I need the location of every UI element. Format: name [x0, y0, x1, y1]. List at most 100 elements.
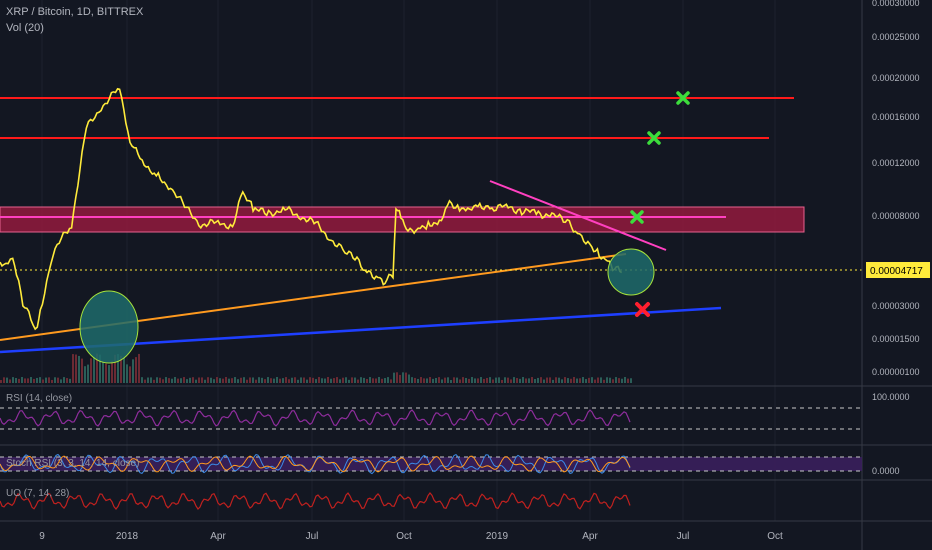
- stop-x-icon[interactable]: [635, 302, 650, 317]
- volume-bar: [612, 379, 614, 383]
- volume-bar: [477, 378, 479, 383]
- volume-bar: [147, 377, 149, 383]
- price-tick-label: 0.00008000: [872, 211, 920, 221]
- volume-bar: [417, 378, 419, 383]
- volume-bar: [429, 377, 431, 383]
- price-tick-label: 0.00025000: [872, 32, 920, 42]
- volume-bar: [516, 378, 518, 383]
- volume-bar: [324, 378, 326, 383]
- volume-bar: [501, 379, 503, 383]
- volume-bar: [48, 377, 50, 383]
- volume-bar: [624, 377, 626, 383]
- volume-bar: [66, 378, 68, 383]
- rsi-label: RSI (14, close): [6, 393, 73, 404]
- volume-bar: [240, 377, 242, 383]
- uo-line: [0, 492, 631, 510]
- volume-bar: [558, 377, 560, 383]
- volume-bar: [480, 377, 482, 383]
- volume-bar: [489, 377, 491, 383]
- volume-bar: [105, 363, 107, 383]
- volume-bar: [138, 353, 140, 383]
- volume-bar: [264, 379, 266, 383]
- volume-bar: [456, 377, 458, 383]
- volume-bar: [258, 377, 260, 383]
- volume-bar: [546, 377, 548, 383]
- price-tick-label: 0.00020000: [872, 73, 920, 83]
- volume-bar: [78, 355, 80, 383]
- volume-bar: [87, 364, 89, 383]
- target-x-icon[interactable]: [630, 210, 644, 224]
- volume-bar: [102, 360, 104, 383]
- volume-bar: [504, 377, 506, 383]
- time-tick-label: Jul: [306, 531, 319, 542]
- volume-bar: [555, 377, 557, 383]
- price-tick-label: 0.00001500: [872, 334, 920, 344]
- volume-bar: [570, 378, 572, 383]
- volume-bar: [330, 378, 332, 383]
- volume-bar: [357, 379, 359, 383]
- volume-bar: [525, 378, 527, 383]
- resistance-zone[interactable]: [0, 206, 805, 233]
- volume-bar: [453, 377, 455, 383]
- target-x-icon[interactable]: [676, 91, 690, 105]
- accumulation-ellipse-left[interactable]: [79, 290, 139, 364]
- volume-bar: [498, 377, 500, 383]
- volume-bar: [177, 378, 179, 383]
- volume-bar: [432, 378, 434, 383]
- volume-bar: [99, 354, 101, 383]
- volume-bar: [495, 377, 497, 383]
- volume-bar: [210, 377, 212, 383]
- current-price-value: 0.00004717: [870, 266, 923, 277]
- volume-bar: [435, 378, 437, 383]
- volume-bar: [168, 378, 170, 383]
- volume-bar: [492, 379, 494, 383]
- price-axis[interactable]: 0.00030000 0.00025000 0.00020000 0.00016000…: [872, 0, 920, 377]
- volume-bar: [270, 378, 272, 383]
- target-x-icon[interactable]: [647, 131, 661, 145]
- rsi-line: [0, 409, 631, 427]
- volume-bar: [360, 377, 362, 383]
- volume-bar: [399, 374, 401, 383]
- downtrend-line[interactable]: [489, 180, 667, 251]
- accumulation-ellipse-right[interactable]: [607, 248, 655, 296]
- volume-bar: [156, 377, 158, 383]
- volume-bar: [549, 377, 551, 383]
- symbol-title: XRP / Bitcoin, 1D, BITTREX: [6, 6, 144, 18]
- volume-bar: [345, 377, 347, 383]
- volume-bar: [402, 372, 404, 383]
- volume-bar: [252, 377, 254, 383]
- volume-bar: [285, 377, 287, 383]
- volume-bar: [552, 379, 554, 383]
- volume-bar: [84, 366, 86, 383]
- volume-bar: [27, 378, 29, 383]
- volume-bar: [573, 377, 575, 383]
- volume-bar: [510, 379, 512, 383]
- volume-bar: [378, 377, 380, 383]
- volume-bar: [201, 377, 203, 383]
- time-tick-label: Apr: [210, 531, 226, 542]
- time-tick-label: Jul: [677, 531, 690, 542]
- volume-bar: [234, 377, 236, 383]
- volume-bar: [327, 377, 329, 383]
- volume-bar: [591, 377, 593, 383]
- volume-bar: [513, 377, 515, 383]
- price-tick-label: 0.00012000: [872, 158, 920, 168]
- volume-bar: [441, 379, 443, 383]
- volume-bar: [531, 377, 533, 383]
- volume-bar: [618, 378, 620, 383]
- volume-bar: [108, 365, 110, 383]
- volume-bar: [159, 377, 161, 383]
- time-tick-label: 2019: [486, 531, 509, 542]
- time-tick-label: 2018: [116, 531, 139, 542]
- volume-bar: [267, 377, 269, 383]
- volume-bar: [243, 377, 245, 383]
- volume-bar: [81, 358, 83, 383]
- volume-bar: [444, 377, 446, 383]
- grid: [41, 0, 776, 521]
- volume-bar: [423, 378, 425, 383]
- volume-bar: [93, 356, 95, 383]
- time-axis[interactable]: 9 2018 Apr Jul Oct 2019 Apr Jul Oct: [39, 531, 783, 542]
- volume-bar: [42, 379, 44, 383]
- volume-bar: [120, 355, 122, 383]
